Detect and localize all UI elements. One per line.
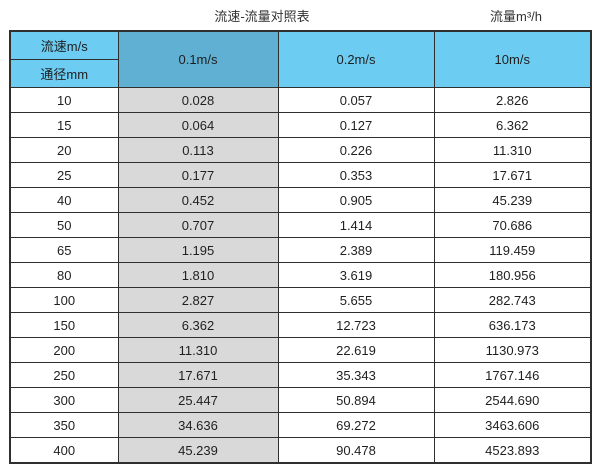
flow-0-1ms-cell: 6.362	[117, 312, 279, 338]
table-row: 20 0.113 0.226 11.310	[9, 137, 592, 163]
flow-0-1ms-cell: 34.636	[117, 412, 279, 438]
flow-0-1ms-cell: 17.671	[117, 362, 279, 388]
table-row: 250 17.671 35.343 1767.146	[9, 362, 592, 388]
table-title: 流速-流量对照表	[214, 9, 310, 24]
table-body: 10 0.028 0.057 2.826 15 0.064 0.127 6.36…	[9, 87, 592, 464]
corner-header-diameter: 通径mm	[9, 59, 119, 88]
flow-0-2ms-cell: 12.723	[277, 312, 435, 338]
flow-0-2ms-cell: 22.619	[277, 337, 435, 363]
flow-0-1ms-cell: 0.113	[117, 137, 279, 163]
table-row: 150 6.362 12.723 636.173	[9, 312, 592, 338]
flow-10ms-cell: 2544.690	[433, 387, 592, 413]
flow-0-2ms-cell: 0.353	[277, 162, 435, 188]
diameter-cell: 200	[9, 337, 119, 363]
table-row: 350 34.636 69.272 3463.606	[9, 412, 592, 438]
table-row: 400 45.239 90.478 4523.893	[9, 437, 592, 464]
flow-0-2ms-cell: 35.343	[277, 362, 435, 388]
column-header-0-1ms: 0.1m/s	[117, 30, 279, 88]
diameter-cell: 400	[9, 437, 119, 464]
flow-0-1ms-cell: 25.447	[117, 387, 279, 413]
flow-10ms-cell: 3463.606	[433, 412, 592, 438]
flow-0-2ms-cell: 69.272	[277, 412, 435, 438]
diameter-cell: 300	[9, 387, 119, 413]
diameter-cell: 80	[9, 262, 119, 288]
diameter-cell: 10	[9, 87, 119, 113]
diameter-cell: 25	[9, 162, 119, 188]
flow-0-1ms-cell: 0.028	[117, 87, 279, 113]
table-row: 200 11.310 22.619 1130.973	[9, 337, 592, 363]
column-header-0-2ms: 0.2m/s	[277, 30, 435, 88]
diameter-cell: 20	[9, 137, 119, 163]
flow-0-1ms-cell: 0.452	[117, 187, 279, 213]
flow-10ms-cell: 636.173	[433, 312, 592, 338]
table-row: 100 2.827 5.655 282.743	[9, 287, 592, 313]
table-row: 50 0.707 1.414 70.686	[9, 212, 592, 238]
flow-0-1ms-cell: 1.195	[117, 237, 279, 263]
flow-0-2ms-cell: 90.478	[277, 437, 435, 464]
flow-0-1ms-cell: 1.810	[117, 262, 279, 288]
flow-0-2ms-cell: 0.057	[277, 87, 435, 113]
diameter-cell: 250	[9, 362, 119, 388]
flow-10ms-cell: 282.743	[433, 287, 592, 313]
flow-10ms-cell: 119.459	[433, 237, 592, 263]
flow-10ms-cell: 180.956	[433, 262, 592, 288]
flow-10ms-cell: 70.686	[433, 212, 592, 238]
flow-0-2ms-cell: 2.389	[277, 237, 435, 263]
corner-header-velocity: 流速m/s	[9, 30, 119, 60]
flow-unit-label: 流量m³/h	[489, 9, 543, 24]
flow-0-2ms-cell: 1.414	[277, 212, 435, 238]
diameter-cell: 15	[9, 112, 119, 138]
flow-10ms-cell: 17.671	[433, 162, 592, 188]
table-row: 25 0.177 0.353 17.671	[9, 162, 592, 188]
table-row: 300 25.447 50.894 2544.690	[9, 387, 592, 413]
table-row: 40 0.452 0.905 45.239	[9, 187, 592, 213]
flow-10ms-cell: 6.362	[433, 112, 592, 138]
column-header-10ms: 10m/s	[433, 30, 592, 88]
flow-10ms-cell: 1767.146	[433, 362, 592, 388]
table-row: 80 1.810 3.619 180.956	[9, 262, 592, 288]
diameter-cell: 50	[9, 212, 119, 238]
diameter-cell: 350	[9, 412, 119, 438]
flow-10ms-cell: 1130.973	[433, 337, 592, 363]
flow-0-1ms-cell: 11.310	[117, 337, 279, 363]
titlebar: 流速-流量对照表 流量m³/h	[0, 0, 600, 30]
diameter-cell: 40	[9, 187, 119, 213]
diameter-cell: 150	[9, 312, 119, 338]
flow-10ms-cell: 45.239	[433, 187, 592, 213]
flow-10ms-cell: 4523.893	[433, 437, 592, 464]
flow-0-2ms-cell: 5.655	[277, 287, 435, 313]
flow-0-2ms-cell: 0.127	[277, 112, 435, 138]
flow-0-1ms-cell: 2.827	[117, 287, 279, 313]
table-row: 15 0.064 0.127 6.362	[9, 112, 592, 138]
flow-10ms-cell: 11.310	[433, 137, 592, 163]
flow-0-1ms-cell: 0.064	[117, 112, 279, 138]
table-header: 流速m/s 0.1m/s 0.2m/s 10m/s 通径mm	[9, 30, 592, 88]
flow-0-2ms-cell: 0.226	[277, 137, 435, 163]
flow-rate-table: 流速m/s 0.1m/s 0.2m/s 10m/s 通径mm 10 0.028 …	[9, 30, 592, 464]
table-row: 65 1.195 2.389 119.459	[9, 237, 592, 263]
diameter-cell: 65	[9, 237, 119, 263]
flow-10ms-cell: 2.826	[433, 87, 592, 113]
table-row: 10 0.028 0.057 2.826	[9, 87, 592, 113]
diameter-cell: 100	[9, 287, 119, 313]
flow-0-1ms-cell: 0.177	[117, 162, 279, 188]
flow-0-2ms-cell: 0.905	[277, 187, 435, 213]
flow-0-1ms-cell: 45.239	[117, 437, 279, 464]
flow-0-1ms-cell: 0.707	[117, 212, 279, 238]
flow-0-2ms-cell: 3.619	[277, 262, 435, 288]
flow-0-2ms-cell: 50.894	[277, 387, 435, 413]
